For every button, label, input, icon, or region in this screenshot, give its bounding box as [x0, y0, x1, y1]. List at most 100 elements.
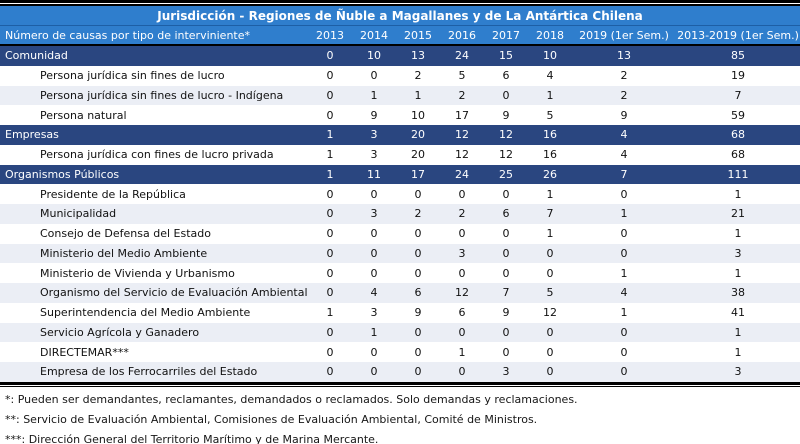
cell-value: 0: [458, 325, 466, 339]
cell-value: 0: [458, 187, 466, 201]
column-header: 2017: [492, 28, 520, 42]
table-title: Jurisdicción - Regiones de Ñuble a Magal…: [0, 6, 800, 26]
cell-value: 25: [499, 167, 513, 181]
cell-value: 0: [326, 49, 334, 63]
cell-value: 17: [411, 167, 425, 181]
table-row: Persona jurídica sin fines de lucro - In…: [0, 85, 800, 106]
cell-value: 20: [411, 128, 425, 142]
cell-value: 1: [326, 148, 334, 162]
cell-value: 0: [414, 246, 422, 260]
row-label: Ministerio del Medio Ambiente: [40, 246, 208, 260]
cell-value: 0: [502, 345, 510, 359]
cell-value: 9: [620, 108, 628, 122]
column-header: 2015: [404, 28, 432, 42]
cell-value: 1: [734, 325, 742, 339]
cell-value: 0: [370, 266, 378, 280]
row-label: DIRECTEMAR***: [40, 345, 129, 359]
cell-value: 1: [546, 88, 554, 102]
cell-value: 0: [502, 246, 510, 260]
column-header: 2013-2019 (1er Sem.): [677, 28, 799, 42]
cell-value: 5: [458, 69, 466, 83]
table-row: Ministerio del Medio Ambiente 0 0 0 3 0 0 0 3: [0, 243, 800, 264]
cell-value: 0: [502, 187, 510, 201]
cell-value: 0: [326, 108, 334, 122]
cell-value: 16: [543, 148, 557, 162]
cell-value: 6: [502, 207, 510, 221]
column-header: 2013: [316, 28, 344, 42]
cell-value: 7: [502, 286, 510, 300]
cell-value: 0: [458, 227, 466, 241]
column-header-row: Número de causas por tipo de intervinien…: [0, 26, 800, 44]
table-row: Empresa de los Ferrocarriles del Estado 0…: [0, 362, 800, 382]
cell-value: 0: [414, 365, 422, 379]
cell-value: 12: [455, 148, 469, 162]
cell-value: 5: [546, 108, 554, 122]
footnote: *: Pueden ser demandantes, reclamantes, …: [5, 392, 578, 406]
row-label: Persona natural: [40, 108, 127, 122]
cell-value: 20: [411, 148, 425, 162]
cell-value: 2: [458, 207, 466, 221]
cell-value: 12: [499, 128, 513, 142]
cell-value: 0: [620, 227, 628, 241]
cell-value: 13: [411, 49, 425, 63]
cell-value: 3: [734, 365, 742, 379]
cell-value: 3: [370, 207, 378, 221]
cell-value: 1: [546, 187, 554, 201]
cell-value: 12: [455, 286, 469, 300]
cell-value: 0: [546, 266, 554, 280]
cell-value: 3: [370, 128, 378, 142]
cell-value: 12: [455, 128, 469, 142]
cell-value: 24: [455, 49, 469, 63]
cell-value: 0: [370, 187, 378, 201]
cell-value: 59: [731, 108, 745, 122]
cell-value: 1: [734, 345, 742, 359]
cell-value: 0: [370, 246, 378, 260]
row-label: Municipalidad: [40, 207, 117, 221]
cell-value: 3: [734, 246, 742, 260]
row-label: Empresa de los Ferrocarriles del Estado: [40, 365, 258, 379]
cell-value: 1: [370, 88, 378, 102]
cell-value: 1: [326, 306, 334, 320]
row-header-label: Número de causas por tipo de intervinien…: [5, 28, 250, 42]
row-label: Organismo del Servicio de Evaluación Amb…: [40, 286, 308, 300]
cell-value: 85: [731, 49, 745, 63]
cell-value: 1: [620, 306, 628, 320]
cell-value: 0: [546, 325, 554, 339]
cell-value: 2: [620, 69, 628, 83]
cell-value: 0: [370, 345, 378, 359]
cell-value: 0: [326, 325, 334, 339]
cell-value: 3: [370, 306, 378, 320]
table-row: Ministerio de Vivienda y Urbanismo 0 0 0 0 0 0…: [0, 263, 800, 283]
cell-value: 7: [546, 207, 554, 221]
cell-value: 4: [546, 69, 554, 83]
column-header: 2019 (1er Sem.): [579, 28, 669, 42]
row-label: Empresas: [5, 128, 59, 142]
cell-value: 0: [326, 69, 334, 83]
cell-value: 68: [731, 148, 745, 162]
cell-value: 4: [370, 286, 378, 300]
cell-value: 9: [502, 306, 510, 320]
cell-value: 4: [620, 286, 628, 300]
table-row: DIRECTEMAR*** 0 0 0 1 0 0 0 1: [0, 342, 800, 362]
cell-value: 0: [326, 187, 334, 201]
cell-value: 1: [620, 266, 628, 280]
cell-value: 0: [458, 266, 466, 280]
cell-value: 10: [411, 108, 425, 122]
cell-value: 9: [502, 108, 510, 122]
cell-value: 17: [455, 108, 469, 122]
cell-value: 3: [502, 365, 510, 379]
cell-value: 0: [414, 345, 422, 359]
cell-value: 2: [414, 207, 422, 221]
row-label: Persona jurídica sin fines de lucro: [40, 69, 225, 83]
table-row: Servicio Agrícola y Ganadero 0 1 0 0 0 0 0 1: [0, 322, 800, 343]
cell-value: 0: [370, 227, 378, 241]
cell-value: 38: [731, 286, 745, 300]
cell-value: 0: [502, 325, 510, 339]
cell-value: 9: [414, 306, 422, 320]
footnotes: *: Pueden ser demandantes, reclamantes, …: [0, 387, 800, 444]
cell-value: 10: [367, 49, 381, 63]
cell-value: 0: [620, 246, 628, 260]
cell-value: 0: [326, 266, 334, 280]
cell-value: 0: [414, 227, 422, 241]
